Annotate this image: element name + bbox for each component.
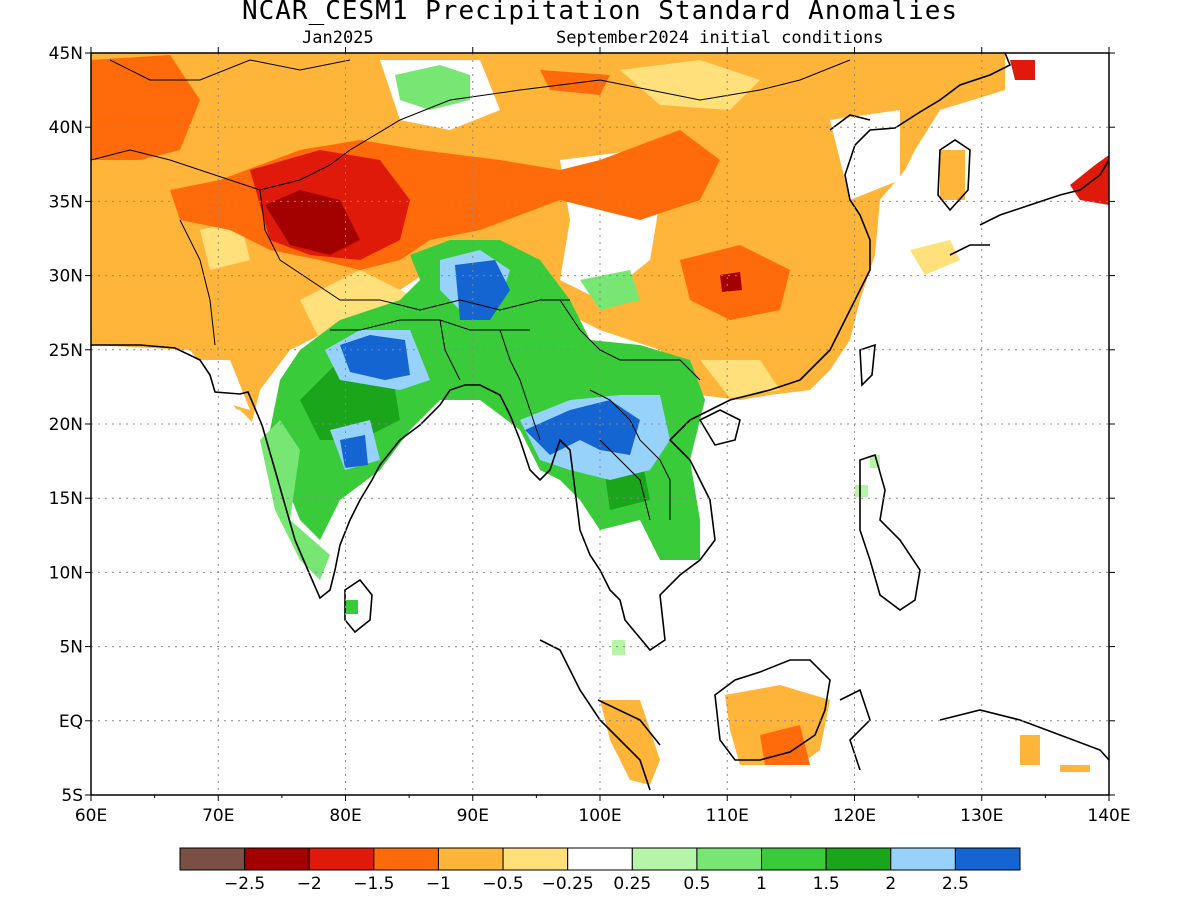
gridlines	[91, 53, 1109, 795]
lon-tick-label: 60E	[75, 806, 107, 826]
lat-tick-label: 30N	[49, 267, 83, 287]
colorbar-label: 1.5	[813, 874, 840, 894]
colorbar-label: 2	[885, 874, 896, 894]
lon-tick-label: 90E	[457, 806, 489, 826]
anomaly-region-dark-orange	[91, 55, 200, 160]
chart-title: NCAR_CESM1 Precipitation Standard Anomal…	[241, 0, 959, 26]
colorbar-label: 0.25	[613, 874, 651, 894]
colorbar-label: −0.25	[542, 874, 594, 894]
colorbar-swatch	[437, 847, 504, 871]
colorbar-swatch	[890, 847, 956, 871]
anomaly-region-blue	[340, 335, 410, 380]
colorbar-label: 0.5	[683, 874, 710, 894]
ocean-mask	[91, 390, 260, 560]
colorbar-swatch	[631, 847, 698, 871]
lat-tick-label: 25N	[49, 341, 83, 361]
lon-tick-label: 70E	[202, 806, 234, 826]
colorbar: −2.5 −2 −1.5 −1 −0.5 −0.25 0.25 0.5 1 1.5 2 2.5	[179, 847, 1021, 894]
colorbar-swatch	[373, 847, 439, 871]
colorbar-swatch	[761, 847, 827, 871]
colorbar-label: 1	[756, 874, 767, 894]
colorbar-swatch	[567, 847, 633, 871]
colorbar-swatch	[179, 847, 246, 871]
lat-tick-label: 20N	[49, 415, 83, 435]
colorbar-swatch	[696, 847, 763, 871]
colorbar-swatch	[308, 847, 375, 871]
colorbar-label: −0.5	[482, 874, 523, 894]
lon-tick-label: 120E	[833, 806, 876, 826]
borders	[91, 59, 851, 521]
lon-tick-label: 80E	[329, 806, 361, 826]
coastlines	[91, 53, 1109, 791]
subtitle-init: September2024 initial conditions	[556, 28, 884, 48]
lat-tick-label: 45N	[49, 44, 83, 64]
anomaly-region-yellow	[620, 60, 760, 110]
lat-tick-label: 10N	[49, 563, 83, 583]
lat-tick-label: 15N	[49, 489, 83, 509]
lat-tick-label: 40N	[49, 118, 83, 138]
colorbar-swatch	[825, 847, 892, 871]
colorbar-label: −2	[297, 874, 322, 894]
colorbar-label: −1.5	[353, 874, 394, 894]
lat-tick-label: 35N	[49, 192, 83, 212]
colorbar-label: 2.5	[942, 874, 969, 894]
lon-tick-label: 130E	[960, 806, 1003, 826]
lon-tick-label: 140E	[1087, 806, 1130, 826]
colorbar-label: −2.5	[224, 874, 265, 894]
colorbar-label: −1	[426, 874, 451, 894]
anomaly-region-dark-red	[265, 190, 360, 255]
lon-tick-label: 110E	[706, 806, 749, 826]
subtitle-month: Jan2025	[302, 28, 374, 48]
lon-tick-label: 100E	[578, 806, 621, 826]
lat-tick-label: EQ	[59, 712, 83, 732]
colorbar-swatch	[502, 847, 569, 871]
colorbar-swatch	[244, 847, 310, 871]
lat-tick-label: 5S	[61, 786, 83, 806]
colorbar-swatch	[954, 847, 1021, 871]
anomaly-region-green	[270, 240, 705, 560]
lat-tick-label: 5N	[59, 638, 83, 658]
